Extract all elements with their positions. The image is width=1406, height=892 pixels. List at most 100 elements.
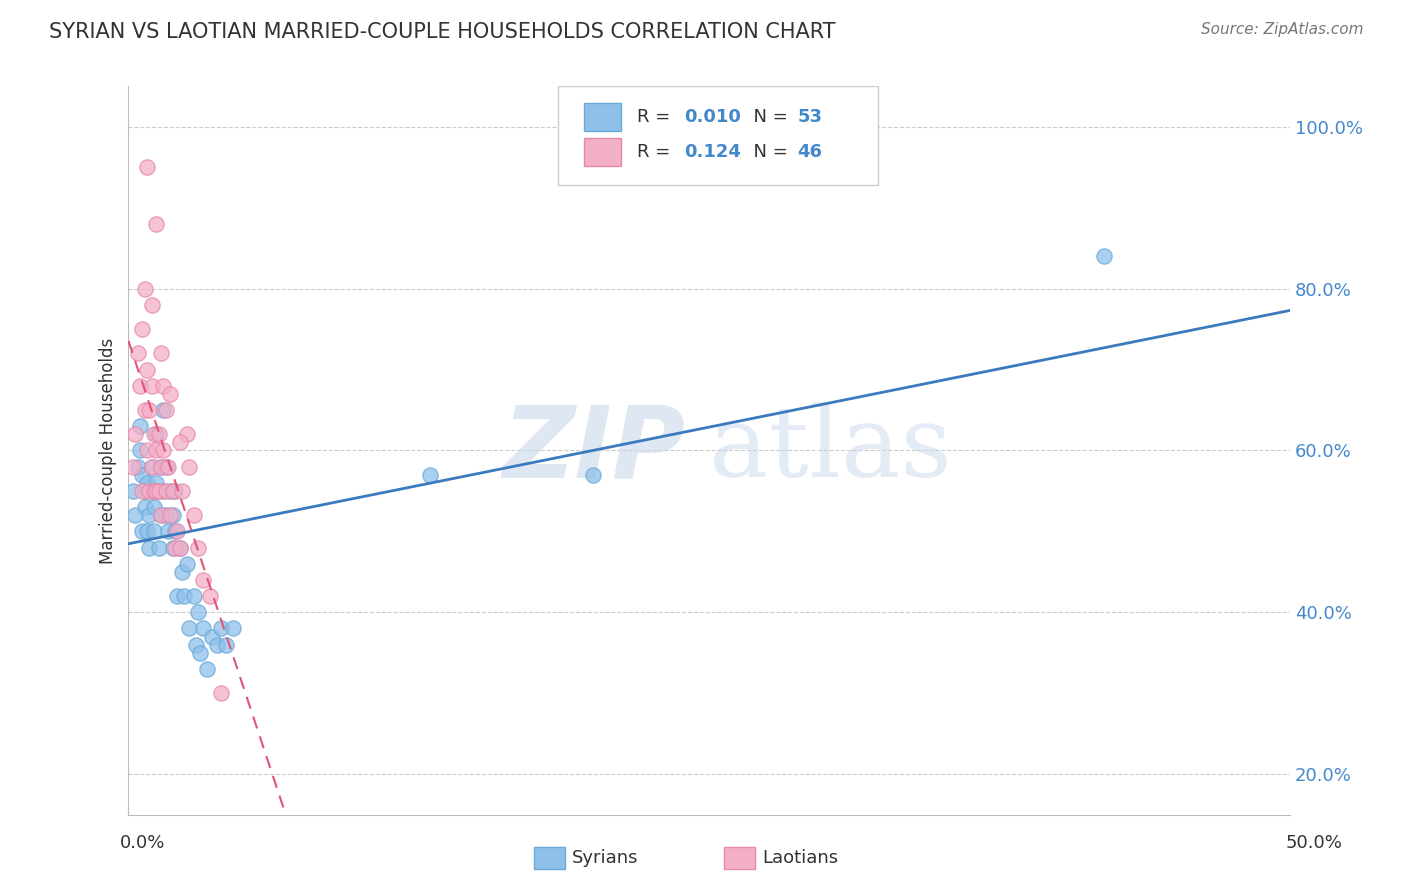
- Point: [138, 483, 160, 498]
- Point: [127, 459, 149, 474]
- Point: [145, 483, 167, 498]
- Point: [163, 524, 186, 539]
- Point: [145, 443, 167, 458]
- Point: [152, 378, 174, 392]
- Point: [150, 459, 173, 474]
- Text: 0.124: 0.124: [683, 143, 741, 161]
- Point: [201, 630, 224, 644]
- Text: R =: R =: [637, 143, 676, 161]
- Text: 53: 53: [797, 108, 823, 126]
- Point: [169, 541, 191, 555]
- Point: [141, 378, 163, 392]
- Text: 0.0%: 0.0%: [120, 834, 165, 852]
- Point: [145, 217, 167, 231]
- Point: [136, 161, 159, 175]
- Point: [184, 638, 207, 652]
- Point: [150, 346, 173, 360]
- Point: [122, 459, 145, 474]
- Point: [145, 427, 167, 442]
- Point: [163, 541, 186, 555]
- Point: [1092, 249, 1115, 263]
- Point: [177, 459, 200, 474]
- Point: [138, 508, 160, 523]
- FancyBboxPatch shape: [558, 87, 877, 185]
- Point: [129, 419, 152, 434]
- Text: 0.010: 0.010: [683, 108, 741, 126]
- Text: 46: 46: [797, 143, 823, 161]
- Point: [159, 483, 181, 498]
- Point: [176, 427, 198, 442]
- Point: [134, 483, 156, 498]
- Point: [176, 557, 198, 571]
- Point: [162, 483, 184, 498]
- Point: [145, 475, 167, 490]
- Point: [159, 387, 181, 401]
- Point: [129, 443, 152, 458]
- Point: [419, 467, 441, 482]
- Point: [582, 467, 605, 482]
- Point: [134, 500, 156, 514]
- Point: [143, 483, 166, 498]
- Point: [152, 483, 174, 498]
- Point: [155, 403, 177, 417]
- Point: [222, 622, 245, 636]
- Point: [191, 573, 214, 587]
- Point: [215, 638, 238, 652]
- Point: [169, 435, 191, 450]
- Point: [162, 541, 184, 555]
- Point: [156, 459, 179, 474]
- Text: N =: N =: [742, 108, 793, 126]
- Point: [131, 467, 153, 482]
- Point: [190, 646, 212, 660]
- Point: [127, 346, 149, 360]
- Point: [187, 605, 209, 619]
- Point: [131, 322, 153, 336]
- Point: [143, 427, 166, 442]
- Point: [156, 524, 179, 539]
- Point: [136, 362, 159, 376]
- Point: [197, 662, 219, 676]
- Point: [143, 500, 166, 514]
- Point: [150, 508, 173, 523]
- Point: [141, 459, 163, 474]
- Point: [122, 483, 145, 498]
- Text: SYRIAN VS LAOTIAN MARRIED-COUPLE HOUSEHOLDS CORRELATION CHART: SYRIAN VS LAOTIAN MARRIED-COUPLE HOUSEHO…: [49, 22, 835, 42]
- Y-axis label: Married-couple Households: Married-couple Households: [100, 337, 117, 564]
- Point: [173, 589, 195, 603]
- Point: [187, 541, 209, 555]
- Point: [134, 403, 156, 417]
- Point: [198, 589, 221, 603]
- Point: [148, 483, 170, 498]
- FancyBboxPatch shape: [583, 103, 621, 131]
- Point: [150, 459, 173, 474]
- Point: [138, 403, 160, 417]
- Point: [159, 508, 181, 523]
- Text: atlas: atlas: [709, 402, 952, 499]
- Point: [134, 282, 156, 296]
- Point: [150, 508, 173, 523]
- Point: [148, 541, 170, 555]
- Point: [148, 483, 170, 498]
- Point: [136, 475, 159, 490]
- Text: Syrians: Syrians: [572, 849, 638, 867]
- Point: [129, 378, 152, 392]
- Point: [155, 483, 177, 498]
- Point: [155, 508, 177, 523]
- Point: [124, 508, 146, 523]
- Point: [152, 443, 174, 458]
- Point: [136, 443, 159, 458]
- Text: R =: R =: [637, 108, 676, 126]
- Point: [209, 622, 232, 636]
- Point: [143, 524, 166, 539]
- Point: [205, 638, 228, 652]
- FancyBboxPatch shape: [583, 138, 621, 166]
- Text: Source: ZipAtlas.com: Source: ZipAtlas.com: [1201, 22, 1364, 37]
- Point: [163, 483, 186, 498]
- Point: [183, 508, 205, 523]
- Point: [141, 298, 163, 312]
- Point: [166, 589, 188, 603]
- Point: [170, 483, 193, 498]
- Point: [169, 541, 191, 555]
- Point: [191, 622, 214, 636]
- Text: Laotians: Laotians: [762, 849, 838, 867]
